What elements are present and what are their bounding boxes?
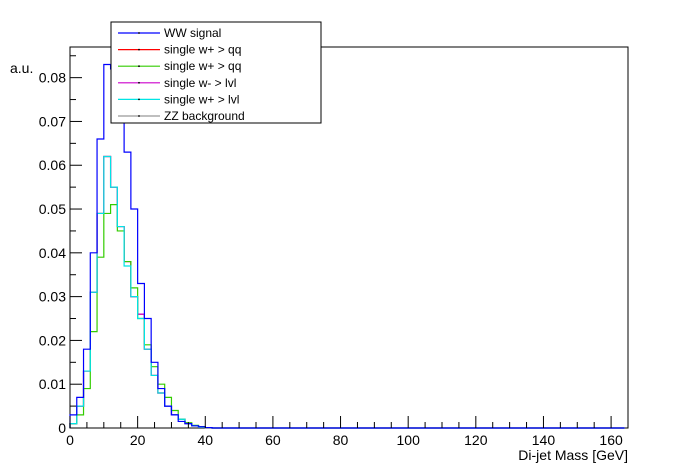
x-tick-label: 0	[66, 432, 74, 448]
x-tick-label: 140	[532, 432, 556, 448]
legend-marker	[138, 98, 140, 101]
series-line-2	[69, 204, 625, 429]
y-tick-label: 0.06	[39, 157, 66, 173]
y-axis: 0 0.01 0.02 0.03 0.04 0.05 0.06 0.07 0.08	[39, 55, 82, 436]
x-tick-label: 80	[333, 432, 349, 448]
series-line-3	[69, 155, 625, 429]
x-tick-label: 160	[599, 432, 623, 448]
legend-marker	[138, 65, 140, 68]
x-tick-label: 120	[464, 432, 488, 448]
legend-label: single w+ > qq	[164, 43, 241, 57]
x-axis: 0 20 40 60 80 100 120 140 160	[66, 416, 629, 448]
y-tick-label: 0.02	[39, 332, 66, 348]
legend-label: single w- > lvl	[164, 76, 236, 90]
y-tick-label: 0.04	[39, 245, 66, 261]
legend-label: WW signal	[164, 26, 221, 40]
legend-marker	[138, 81, 140, 84]
legend-box	[110, 21, 322, 124]
legend: WW signal single w+ > qq single w+ > qq sin…	[110, 21, 322, 124]
legend-marker	[138, 48, 140, 51]
legend-label: single w+ > lvl	[164, 92, 239, 106]
y-tick-label: 0	[58, 420, 66, 436]
x-tick-label: 20	[130, 432, 146, 448]
series-line-1	[69, 155, 625, 429]
x-axis-title: Di-jet Mass [GeV]	[518, 447, 628, 463]
legend-marker	[138, 115, 140, 117]
legend-marker	[138, 32, 140, 34]
y-tick-label: 0.07	[39, 113, 66, 129]
y-tick-label: 0.03	[39, 289, 66, 305]
y-tick-label: 0.01	[39, 376, 66, 392]
legend-label: ZZ background	[164, 109, 245, 123]
y-tick-label: 0.08	[39, 70, 66, 86]
series-line-4	[69, 155, 625, 429]
x-tick-label: 60	[265, 432, 281, 448]
y-axis-title: a.u.	[10, 60, 33, 76]
legend-label: single w+ > qq	[164, 59, 241, 73]
x-tick-label: 100	[397, 432, 421, 448]
y-tick-label: 0.05	[39, 201, 66, 217]
x-tick-label: 40	[197, 432, 213, 448]
